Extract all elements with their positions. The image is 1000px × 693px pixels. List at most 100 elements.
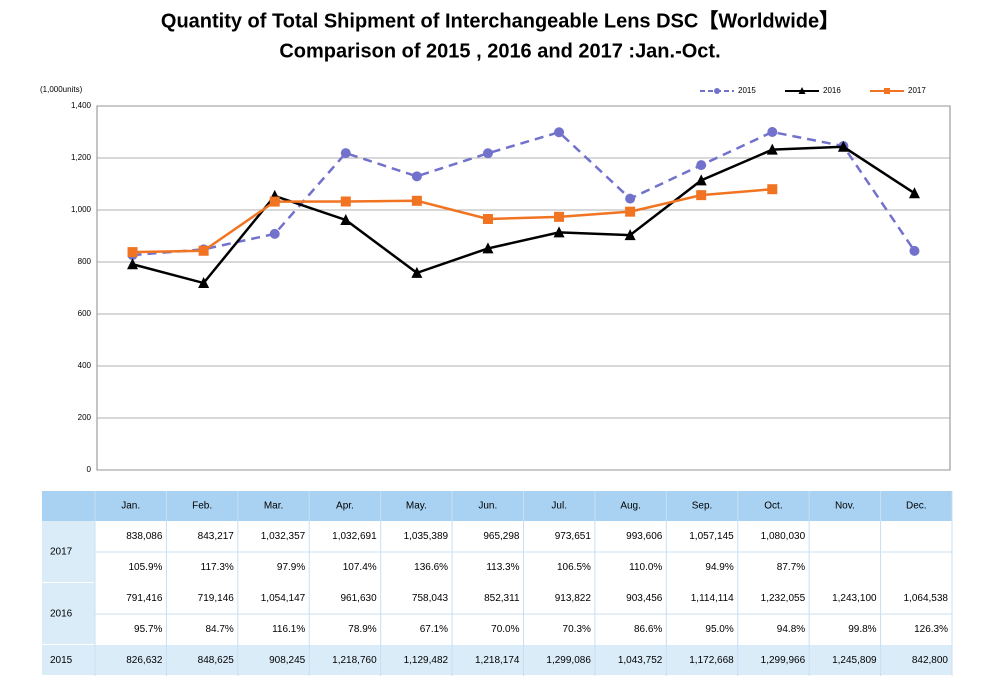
marker — [269, 228, 280, 239]
table-header: May. — [406, 501, 427, 512]
table-value: 1,114,114 — [691, 593, 734, 604]
table-yoy: 106.5% — [557, 562, 591, 573]
table-header: Jul. — [551, 501, 567, 512]
series-line — [132, 145, 916, 285]
table-year-bg — [42, 521, 95, 583]
table-year: 2016 — [50, 609, 73, 620]
table-yoy: 70.3% — [563, 624, 591, 635]
marker — [766, 143, 778, 155]
marker — [714, 88, 720, 94]
table-value: 1,172,668 — [689, 655, 734, 666]
marker — [696, 190, 707, 201]
marker — [624, 229, 636, 241]
table-header-bg — [42, 491, 952, 521]
marker — [696, 160, 707, 171]
marker — [625, 206, 636, 217]
table-yoy: 94.8% — [777, 624, 805, 635]
table-header: Nov. — [835, 501, 855, 512]
plot-frame — [96, 105, 951, 471]
table-value: 993,606 — [626, 531, 663, 542]
table-value: 1,080,030 — [761, 531, 806, 542]
table-value: 1,129,482 — [404, 655, 449, 666]
marker — [625, 193, 636, 204]
table-value: 758,043 — [412, 593, 449, 604]
marker — [482, 214, 493, 225]
table-header: Dec. — [906, 501, 927, 512]
series-line — [132, 187, 773, 254]
table-yoy: 105.9% — [128, 562, 162, 573]
y-tick-label: 1,400 — [71, 101, 92, 110]
table-yoy: 117.3% — [201, 562, 234, 573]
table-value: 1,218,174 — [475, 655, 520, 666]
y-axis-label: (1,000units) — [40, 85, 83, 94]
table-header: Jun. — [478, 501, 497, 512]
table-value: 1,043,752 — [618, 655, 663, 666]
legend-label: 2015 — [738, 86, 756, 95]
series-line — [132, 130, 916, 257]
y-tick-label: 200 — [78, 413, 92, 422]
table-value: 1,057,145 — [689, 531, 734, 542]
table-value: 1,032,691 — [332, 531, 377, 542]
table-yoy: 67.1% — [420, 624, 448, 635]
table-value: 973,651 — [555, 531, 592, 542]
table-yoy: 107.4% — [343, 562, 377, 573]
y-tick-label: 400 — [78, 361, 92, 370]
legend-label: 2017 — [908, 86, 926, 95]
table-value: 843,217 — [198, 531, 235, 542]
marker — [554, 127, 565, 138]
table-value: 842,800 — [912, 655, 949, 666]
table-value: 719,146 — [198, 593, 235, 604]
marker — [198, 277, 210, 289]
y-tick-label: 1,000 — [71, 205, 92, 214]
marker — [340, 213, 352, 225]
table-yoy: 95.0% — [705, 624, 733, 635]
marker — [909, 245, 920, 256]
table-header: Oct. — [764, 501, 782, 512]
table-yoy: 84.7% — [205, 624, 233, 635]
table-header: Sep. — [692, 501, 713, 512]
table-yoy: 70.0% — [491, 624, 519, 635]
table-yoy: 78.9% — [348, 624, 376, 635]
table-yoy: 95.7% — [134, 624, 162, 635]
table-value: 1,032,357 — [261, 531, 306, 542]
table-yoy: 94.9% — [705, 562, 733, 573]
table-value: 908,245 — [269, 655, 306, 666]
table-value: 852,311 — [484, 593, 520, 604]
table-header: Mar. — [264, 501, 283, 512]
table-header: Jan. — [121, 501, 140, 512]
table-value: 848,625 — [198, 655, 235, 666]
table-value: 903,456 — [626, 593, 663, 604]
y-tick-label: 0 — [87, 465, 92, 474]
marker — [767, 127, 778, 138]
marker — [340, 148, 351, 159]
marker — [554, 211, 565, 222]
table-yoy: 86.6% — [634, 624, 662, 635]
table-value: 838,086 — [126, 531, 163, 542]
table-year-bg — [42, 583, 95, 645]
table-value: 965,298 — [483, 531, 520, 542]
marker — [127, 247, 138, 258]
table-value: 913,822 — [555, 593, 592, 604]
table-value: 1,218,760 — [332, 655, 377, 666]
marker — [884, 88, 890, 94]
table-yoy: 99.8% — [848, 624, 876, 635]
table-value: 1,232,055 — [761, 593, 806, 604]
marker — [127, 258, 139, 270]
table-value: 1,035,389 — [404, 531, 449, 542]
chart-subtitle: Comparison of 2015 , 2016 and 2017 :Jan.… — [279, 40, 720, 62]
marker — [908, 187, 920, 199]
marker — [411, 171, 422, 182]
marker — [837, 140, 849, 152]
table-yoy: 97.9% — [277, 562, 305, 573]
table-value: 1,245,809 — [832, 655, 877, 666]
legend-label: 2016 — [823, 86, 841, 95]
table-yoy: 126.3% — [914, 624, 948, 635]
marker — [798, 87, 806, 94]
table-year: 2017 — [50, 547, 73, 558]
table-yoy: 136.6% — [414, 562, 448, 573]
table-header: Aug. — [620, 501, 641, 512]
table-value: 826,632 — [126, 655, 163, 666]
marker — [198, 245, 209, 256]
table-year-bg — [42, 645, 95, 676]
